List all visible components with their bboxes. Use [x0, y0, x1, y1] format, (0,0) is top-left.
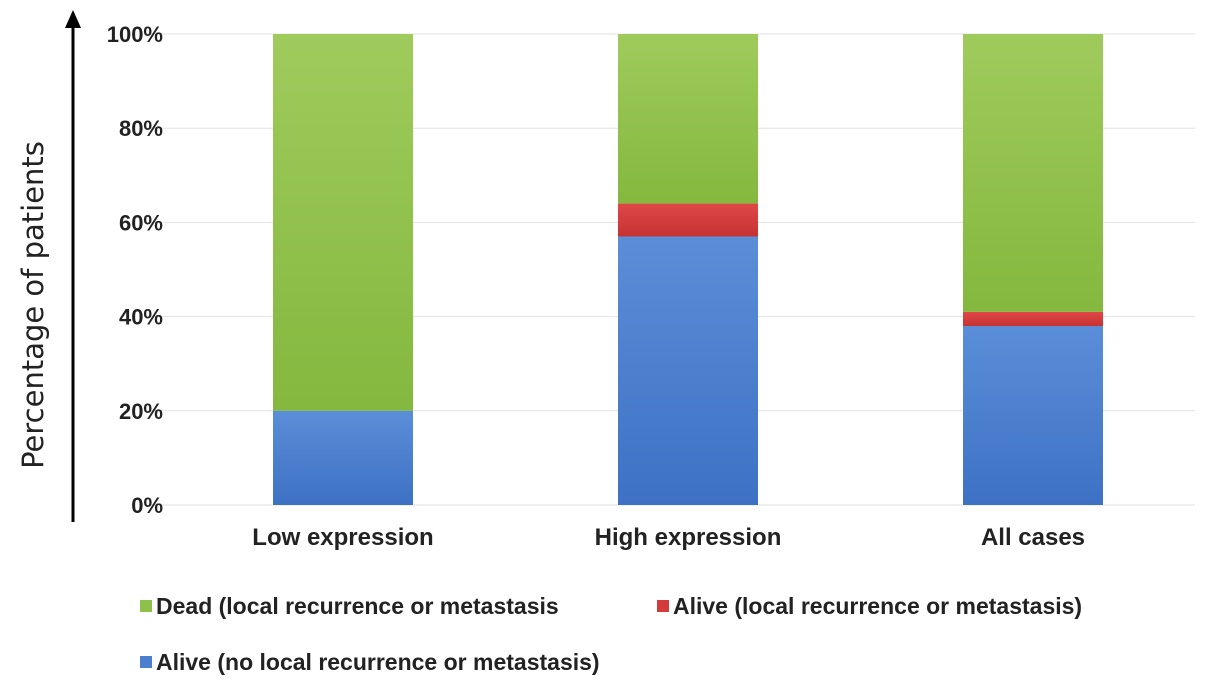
y-tick-label: 40% — [119, 305, 163, 330]
bars — [273, 34, 1103, 505]
legend-swatch — [140, 600, 152, 612]
bar-segment — [273, 34, 413, 411]
x-tick-label: All cases — [981, 524, 1085, 551]
legend-swatch — [657, 600, 669, 612]
legend-label: Alive (no local recurrence or metastasis… — [156, 649, 600, 675]
bar-segment — [273, 410, 413, 505]
y-axis-ticks: 0% 20% 40% 60% 80% 100% — [107, 22, 163, 518]
bar-segment — [618, 203, 758, 237]
bar-segment — [963, 34, 1103, 312]
legend-label: Dead (local recurrence or metastasis — [156, 593, 559, 619]
y-axis-arrow-head — [65, 10, 81, 28]
y-axis — [65, 10, 81, 522]
legend: Dead (local recurrence or metastasis Aliv… — [140, 593, 1082, 675]
y-tick-label: 60% — [119, 210, 163, 235]
x-tick-label: High expression — [595, 524, 782, 551]
legend-label: Alive (local recurrence or metastasis) — [673, 593, 1082, 619]
legend-swatch — [140, 656, 152, 668]
y-axis-label: Percentage of patients — [16, 141, 50, 469]
bar-segment — [963, 326, 1103, 505]
bar-segment — [963, 311, 1103, 327]
x-tick-label: Low expression — [252, 524, 433, 551]
bar-segment — [618, 34, 758, 204]
bar-segment — [618, 236, 758, 505]
x-axis-labels: Low expression High expression All cases — [252, 524, 1085, 551]
y-tick-label: 0% — [131, 493, 163, 518]
y-tick-label: 80% — [119, 116, 163, 141]
y-tick-label: 100% — [107, 22, 163, 47]
y-tick-label: 20% — [119, 399, 163, 424]
